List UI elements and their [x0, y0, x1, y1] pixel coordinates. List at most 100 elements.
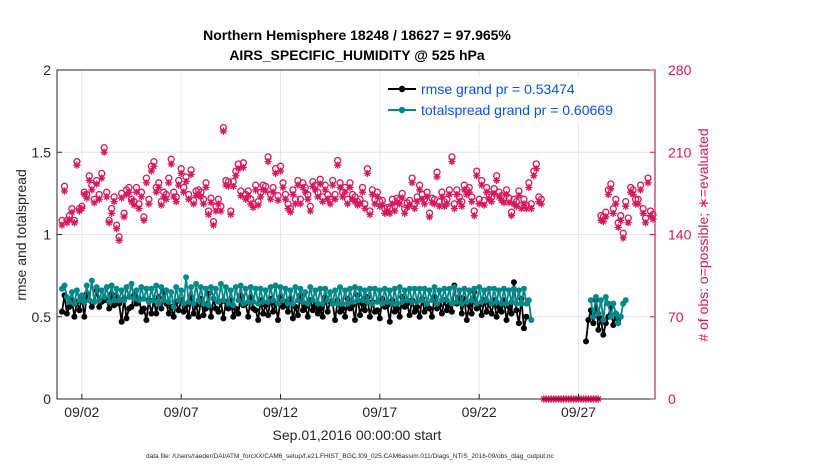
evaluated-marker — [286, 208, 295, 216]
evaluated-marker — [147, 167, 155, 175]
evaluated-marker — [155, 183, 163, 192]
data-point — [458, 310, 465, 317]
data-point — [391, 285, 398, 292]
data-point — [260, 298, 267, 305]
evaluated-marker — [363, 169, 372, 177]
data-point — [510, 279, 517, 286]
evaluated-marker — [520, 200, 528, 208]
evaluated-marker — [209, 221, 218, 229]
evaluated-marker — [316, 180, 324, 188]
evaluated-marker — [612, 200, 620, 208]
y2-tick-label: 140 — [668, 227, 692, 243]
evaluated-marker — [170, 193, 178, 201]
data-point — [150, 297, 157, 304]
data-point — [165, 310, 172, 317]
x-tick-label: 09/02 — [64, 404, 99, 420]
evaluated-marker — [408, 179, 416, 187]
data-point — [384, 298, 391, 305]
data-point — [357, 285, 363, 292]
data-point — [275, 300, 281, 307]
data-point — [153, 310, 160, 317]
data-point — [329, 300, 336, 307]
data-point — [285, 308, 291, 315]
data-point — [615, 320, 622, 327]
data-point — [257, 285, 264, 292]
evaluated-marker — [460, 186, 468, 194]
data-point — [76, 307, 83, 314]
data-point — [153, 282, 160, 289]
data-point — [280, 297, 286, 304]
data-point — [416, 285, 423, 292]
data-point — [600, 331, 607, 338]
legend-marker-totalspread — [398, 106, 406, 114]
data-point — [307, 284, 314, 291]
data-point — [481, 287, 488, 294]
evaluated-marker — [95, 195, 103, 203]
evaluated-marker — [189, 200, 198, 208]
evaluated-marker — [217, 207, 225, 215]
data-point — [344, 300, 351, 307]
data-point — [215, 298, 222, 305]
data-point — [200, 312, 207, 319]
data-point — [220, 315, 227, 322]
evaluated-marker — [296, 200, 304, 208]
data-point — [394, 305, 401, 312]
data-point — [91, 298, 98, 305]
data-point — [476, 284, 483, 291]
data-point — [498, 308, 505, 315]
data-point — [332, 287, 339, 294]
data-point — [287, 287, 294, 294]
evaluated-marker — [343, 200, 352, 208]
data-point — [180, 308, 187, 315]
data-point — [471, 285, 478, 292]
evaluated-marker — [165, 179, 173, 187]
data-point — [96, 303, 103, 310]
data-point — [136, 297, 142, 304]
data-point — [108, 282, 115, 289]
evaluated-marker — [629, 190, 637, 199]
data-point — [63, 294, 70, 300]
data-point — [366, 285, 373, 292]
evaluated-marker — [137, 193, 146, 201]
data-point — [294, 297, 301, 304]
evaluated-marker — [130, 201, 138, 209]
evaluated-marker — [110, 198, 118, 206]
data-point — [227, 287, 234, 294]
series-totalspread — [59, 274, 629, 327]
data-point — [235, 310, 242, 317]
evaluated-marker — [500, 199, 508, 207]
data-point — [424, 300, 430, 307]
evaluated-marker — [152, 188, 160, 196]
data-point — [170, 303, 177, 310]
data-point — [121, 297, 128, 304]
evaluated-marker — [527, 205, 535, 213]
evaluated-marker — [353, 201, 362, 209]
evaluated-marker — [602, 213, 610, 221]
data-point — [299, 298, 306, 305]
evaluated-marker — [120, 213, 128, 221]
data-point — [314, 300, 321, 307]
evaluated-marker — [507, 212, 516, 220]
data-point — [145, 298, 152, 305]
data-point — [200, 300, 207, 307]
y-axis-label: rmse and totalspread — [13, 169, 29, 301]
data-point — [86, 297, 93, 304]
data-point — [88, 303, 95, 310]
y-tick-label: 0.5 — [32, 309, 52, 325]
data-point — [458, 300, 465, 307]
evaluated-marker — [229, 182, 237, 190]
data-point — [448, 300, 455, 307]
data-point — [103, 284, 110, 291]
data-point — [240, 300, 247, 307]
evaluated-marker — [65, 215, 74, 223]
data-point — [515, 320, 522, 327]
data-point — [468, 297, 475, 304]
evaluated-marker — [197, 193, 205, 201]
evaluated-marker — [93, 180, 101, 188]
data-point — [212, 285, 219, 292]
evaluated-marker — [234, 165, 242, 173]
data-point — [443, 307, 450, 314]
data-point — [260, 310, 267, 317]
data-point — [232, 284, 239, 291]
evaluated-marker — [180, 188, 188, 196]
